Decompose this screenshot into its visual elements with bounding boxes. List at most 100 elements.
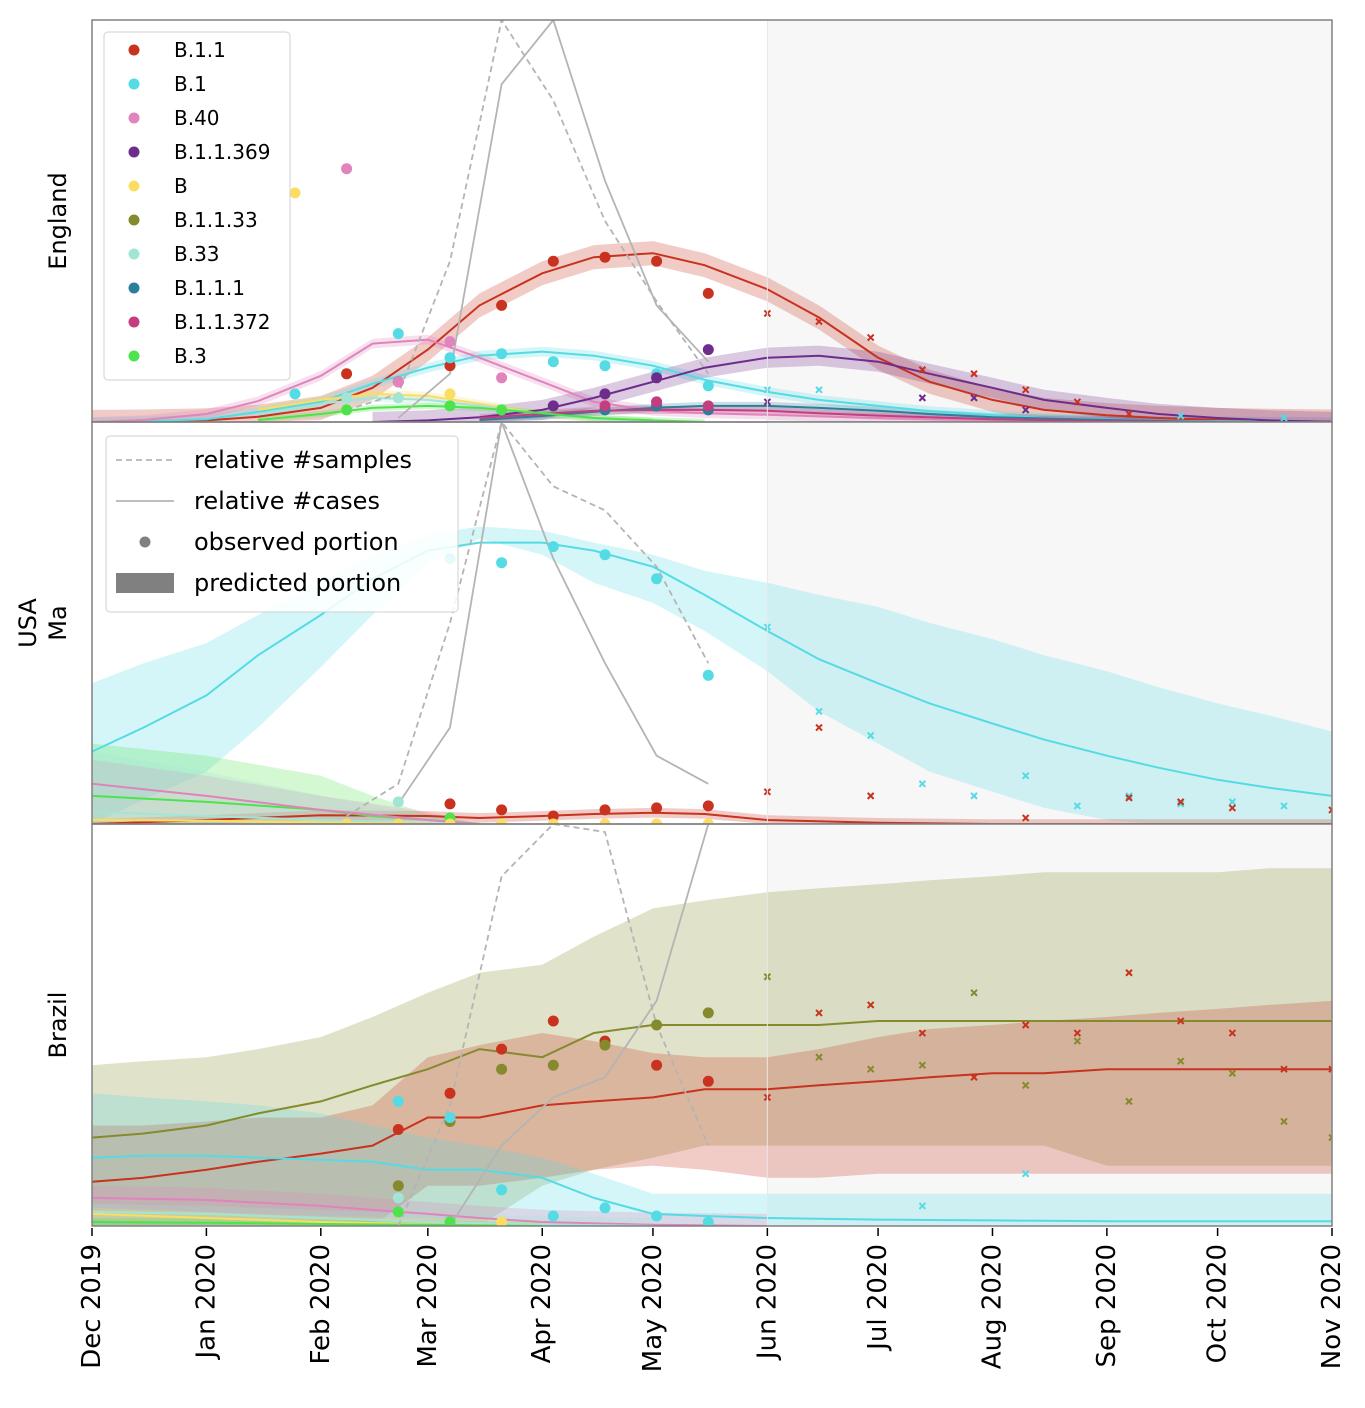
forecast-observed-point-b-1-1: [1073, 398, 1082, 406]
legend-label-b-40: B.40: [174, 106, 220, 130]
series-legend-label: observed portion: [194, 528, 399, 556]
series-legend-label: relative #samples: [194, 446, 412, 474]
band-b-33: [92, 751, 480, 824]
panel-frame: [91, 823, 1333, 1227]
legend-label-b-1-1-372: B.1.1.372: [174, 310, 270, 334]
relative-cases-line: [449, 824, 710, 1226]
observed-point-b-1-1: [599, 804, 611, 816]
observed-point-b-1: [444, 1112, 456, 1123]
forecast-observed-point-b-1: [815, 707, 823, 716]
band-b-40: [92, 759, 480, 824]
observed-point-b: [496, 818, 508, 824]
observed-point-b: [599, 818, 611, 824]
predicted-line-b-1-1: [92, 1068, 1332, 1183]
forecast-observed-point-b-1-1: [866, 792, 875, 800]
band-b-3: [92, 743, 480, 824]
panel-label: England: [44, 172, 72, 269]
forecast-observed-point-b-1-1-33: [1073, 1037, 1082, 1045]
observed-point-b-1: [392, 1095, 404, 1107]
forecast-observed-point-b-1-1: [1228, 804, 1237, 812]
observed-point-b-1: [444, 352, 456, 364]
observed-point-b-3: [341, 404, 353, 416]
lineage-legend: B.1.1 B.1 B.40 B.1.1.369 B B.1.1.33 B.33 B.1.1.…: [103, 31, 291, 381]
forecast-observed-point-b-1-1-33: [1125, 1097, 1133, 1106]
observed-point-b-1-1-372: [702, 400, 714, 412]
forecast-observed-point-b-1: [1176, 800, 1185, 808]
band-b-1-1: [92, 1000, 1332, 1226]
observed-point-b-1-1-33: [599, 1039, 611, 1051]
observed-point-b-3: [444, 1216, 456, 1226]
x-axis: Dec 2019 Jan 2020 Feb 2020 Mar 2020 Apr 2020…: [77, 1228, 1347, 1372]
observed-point-b-1: [496, 1184, 508, 1196]
forecast-region: [767, 20, 1332, 422]
legend-marker-b-1-1-1: [128, 282, 140, 294]
x-tick-label: Jan 2020: [191, 1244, 221, 1361]
x-tick-label: Sep 2020: [1092, 1244, 1122, 1367]
observed-point-b-33: [392, 392, 404, 404]
x-tick-label: Jun 2020: [752, 1244, 782, 1361]
band-b-1-1: [92, 241, 1332, 422]
forecast-region: [767, 824, 1332, 1226]
series-legend-label: relative #cases: [194, 487, 380, 515]
predicted-line-b-1-1-33: [92, 1020, 1332, 1139]
lineage-legend-frame: [103, 31, 291, 381]
forecast-observed-point-b-1: [815, 386, 823, 394]
legend-marker-b-1: [128, 78, 140, 90]
panel-label: Brazil: [44, 992, 72, 1059]
legend-marker-b-1-1-372: [128, 316, 140, 328]
legend-label-b-33: B.33: [174, 242, 220, 266]
x-tick-label: Oct 2020: [1203, 1244, 1233, 1363]
observed-point-b-40: [444, 336, 456, 348]
observed-point-b-1-1-369: [547, 400, 559, 412]
predicted-line-b-1-1: [92, 811, 1332, 824]
forecast-observed-point-b-1-1-369: [1021, 406, 1030, 414]
observed-point-b-1: [599, 360, 611, 372]
observed-point-b-1-1: [651, 1059, 663, 1071]
observed-point-b-3: [444, 400, 456, 412]
forecast-observed-point-b-1-1: [1021, 1021, 1030, 1029]
observed-point-b-1-1: [702, 1075, 714, 1087]
observed-point-b-1: [496, 557, 508, 569]
x-tick-label: Dec 2019: [77, 1244, 107, 1369]
legend-label-b-1-1-369: B.1.1.369: [174, 140, 270, 164]
series-legend: relative #samples relative #cases observed…: [105, 435, 459, 613]
x-tick-label: Jul 2020: [863, 1244, 893, 1352]
relative-samples-line: [346, 20, 710, 411]
band-b-1: [92, 1093, 1332, 1226]
observed-point-b-1: [547, 541, 559, 553]
observed-point-b-40: [392, 376, 404, 388]
forecast-observed-point-b-1-1: [918, 1029, 927, 1037]
forecast-observed-point-b-1-1-33: [970, 989, 978, 997]
observed-point-b-40: [496, 372, 508, 384]
legend-marker-b-1-1: [128, 44, 140, 56]
predicted-line-b-3: [258, 404, 705, 422]
forecast-observed-point-b-1-1: [1021, 386, 1030, 394]
observed-point-b-1-1-369: [599, 388, 611, 400]
observed-point-b-1-1: [444, 1087, 456, 1099]
legend-marker-b-40: [128, 112, 140, 124]
observed-point-b-1-1-369: [702, 344, 714, 356]
forecast-observed-point-b-1: [1073, 802, 1082, 810]
forecast-observed-point-b-1-1: [1280, 1065, 1288, 1073]
legend-label-b-1-1-33: B.1.1.33: [174, 208, 258, 232]
legend-marker-predicted: [116, 573, 174, 593]
observed-point-b-1-1: [444, 360, 456, 372]
relative-cases-line: [397, 422, 709, 805]
x-tick-label: Feb 2020: [306, 1244, 336, 1364]
legend-label-b-1-1-1: B.1.1.1: [174, 276, 245, 300]
observed-point-b-1-1-33: [392, 1180, 404, 1192]
band-b-1: [92, 526, 1332, 824]
panel-brazil: Brazil: [44, 823, 1333, 1227]
observed-point-b: [651, 818, 663, 824]
observed-point-b: [341, 818, 353, 824]
observed-point-b-1-1: [599, 251, 611, 263]
observed-point-b-1-1: [392, 1124, 404, 1135]
observed-point-b-1-1-372: [651, 396, 663, 408]
panel-label: Ma: [44, 605, 72, 640]
observed-point-b-1: [547, 1210, 559, 1222]
band-b-1-1-33: [92, 868, 1332, 1226]
series-legend-frame: [105, 435, 459, 613]
observed-point-b-1-1-372: [599, 400, 611, 412]
